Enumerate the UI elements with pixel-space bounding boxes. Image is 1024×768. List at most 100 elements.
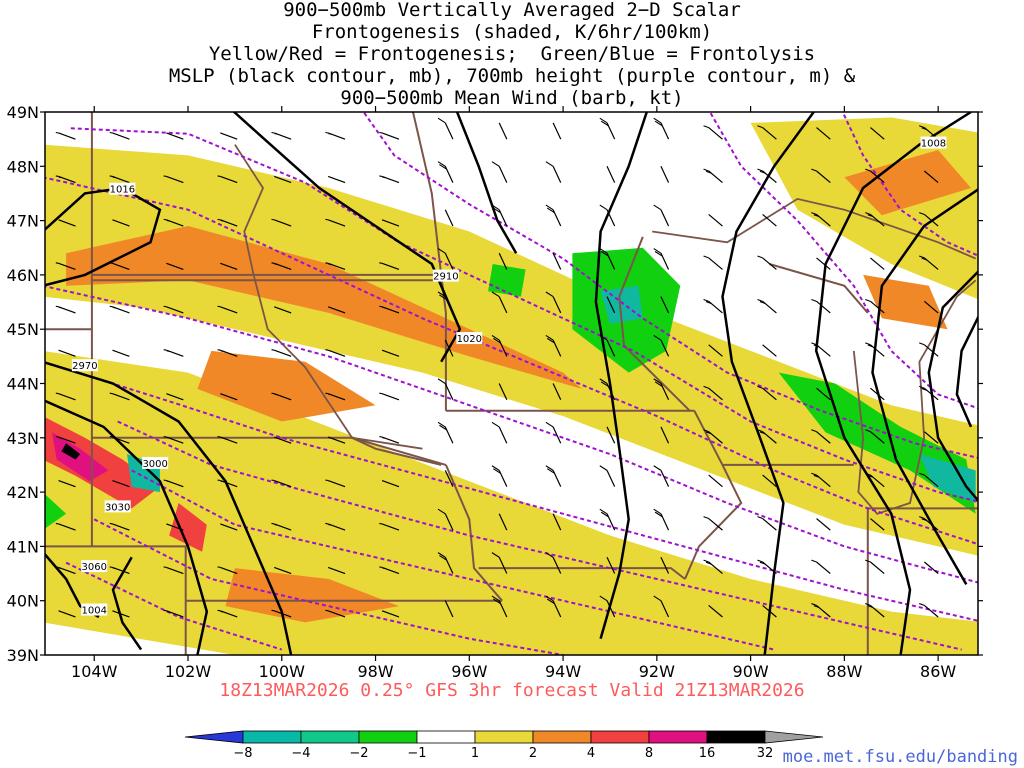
wind-barb: [325, 522, 346, 531]
mslp-contour: [594, 112, 649, 640]
wind-barb: [498, 383, 508, 401]
contour-label: 2970: [72, 361, 97, 372]
wind-barb: [811, 298, 831, 314]
lon-label: 92W: [639, 662, 675, 681]
wind-barb: [811, 342, 831, 357]
frontogenesis-shading: [45, 117, 978, 655]
mslp-contour: [45, 186, 162, 287]
wind-barb: [55, 436, 76, 444]
lake-michigan-shore: [852, 279, 977, 515]
wind-barb: [491, 595, 508, 618]
wind-barb: [325, 479, 346, 488]
wind-barb: [653, 204, 670, 227]
wind-barb: [762, 344, 777, 357]
wind-barb: [703, 125, 723, 140]
wind-barb: [919, 472, 939, 488]
wind-barb: [109, 131, 130, 140]
wind-barb: [491, 161, 508, 183]
wind-barb: [703, 516, 723, 531]
wind-barb: [379, 392, 400, 401]
wind-barb: [109, 566, 130, 575]
wind-barb: [660, 556, 670, 574]
mslp-contour: [871, 188, 978, 586]
wind-barb: [498, 122, 508, 140]
wind-barb: [757, 298, 777, 314]
wind-barb: [491, 291, 508, 314]
wind-barb: [271, 609, 292, 618]
lon-label: 104W: [71, 662, 118, 681]
lat-label: 45N: [7, 320, 39, 339]
wind-barb: [552, 383, 562, 401]
state-border: [478, 567, 686, 580]
wind-barb: [865, 168, 885, 184]
wind-barb: [660, 296, 670, 314]
missouri-river: [234, 144, 423, 450]
state-border: [351, 436, 442, 466]
wind-barb: [919, 212, 939, 227]
height-contours-700mb: [45, 112, 978, 655]
height-contour: [362, 112, 978, 459]
wind-barb: [271, 522, 292, 531]
contour-label: 2910: [433, 272, 458, 283]
wind-barb: [811, 168, 831, 184]
colorbar-label: −1: [407, 746, 426, 761]
height-contour: [70, 127, 978, 503]
wind-barb: [437, 378, 454, 401]
wind-barb: [919, 603, 939, 618]
colorbar-label: −2: [349, 746, 368, 761]
wind-barb: [220, 262, 238, 271]
wind-barb: [379, 175, 400, 184]
wind-barb: [112, 610, 130, 618]
wind-barb: [381, 610, 400, 618]
wind-barb: [757, 429, 777, 444]
wind-barb: [109, 262, 130, 271]
wind-barb: [552, 252, 562, 270]
wind-barb: [271, 479, 292, 488]
wind-barb: [325, 609, 346, 618]
title-line-2: Frontogenesis (shaded, K/6hr/100km): [311, 21, 713, 43]
lat-label: 46N: [7, 266, 39, 285]
wind-barb: [491, 421, 508, 444]
colorbar-segment: [300, 730, 360, 744]
wind-barb: [112, 479, 130, 488]
contour-label: 1008: [921, 139, 946, 150]
title-line-5: 900−500mb Mean Wind (barb, kt): [340, 87, 684, 109]
lat-label: 40N: [7, 592, 39, 611]
credit-link[interactable]: moe.met.fsu.edu/banding: [782, 747, 1018, 767]
wind-barb: [816, 127, 831, 140]
colorbar-segment: [648, 730, 708, 744]
mslp-contour: [955, 314, 978, 428]
contour-label-bg: [109, 182, 136, 195]
colorbar-label: 1: [471, 746, 479, 761]
wind-barb: [381, 479, 400, 488]
mslp-contour: [232, 112, 462, 363]
wind-barb: [381, 219, 400, 227]
wind-barb: [491, 334, 508, 357]
state-border: [684, 410, 743, 580]
height-contour: [708, 112, 978, 410]
wind-barb: [163, 436, 184, 444]
wind-barb: [599, 204, 616, 227]
wind-barb: [708, 474, 723, 488]
wind-barb: [444, 470, 454, 487]
colorbar-segment: [706, 730, 766, 744]
colorbar-segment: [474, 730, 534, 744]
wind-barb: [708, 344, 723, 357]
wind-barb: [870, 127, 885, 140]
wind-barb: [437, 291, 454, 314]
wind-barb: [599, 248, 616, 270]
wind-barb: [703, 298, 723, 314]
wind-barb: [217, 479, 238, 488]
title-line-4: MSLP (black contour, mb), 700mb height (…: [168, 65, 856, 87]
colorbar-arrow-high: [764, 730, 824, 744]
colorbar-segment: [416, 730, 476, 744]
wind-barb: [109, 392, 130, 401]
axis-ticks: 49N 48N 47N 46N 45N 44N 43N 42N 41N 40N 39N 104W 102…: [7, 103, 983, 681]
wind-barb: [327, 306, 346, 314]
wind-barb: [919, 342, 939, 357]
wind-barb: [606, 556, 616, 574]
forecast-valid-time: 18Z13MAR2026 0.25° GFS 3hr forecast Vali…: [219, 680, 805, 701]
wind-barb: [923, 431, 939, 444]
lon-label: 88W: [826, 662, 862, 681]
wind-barb: [379, 522, 400, 531]
